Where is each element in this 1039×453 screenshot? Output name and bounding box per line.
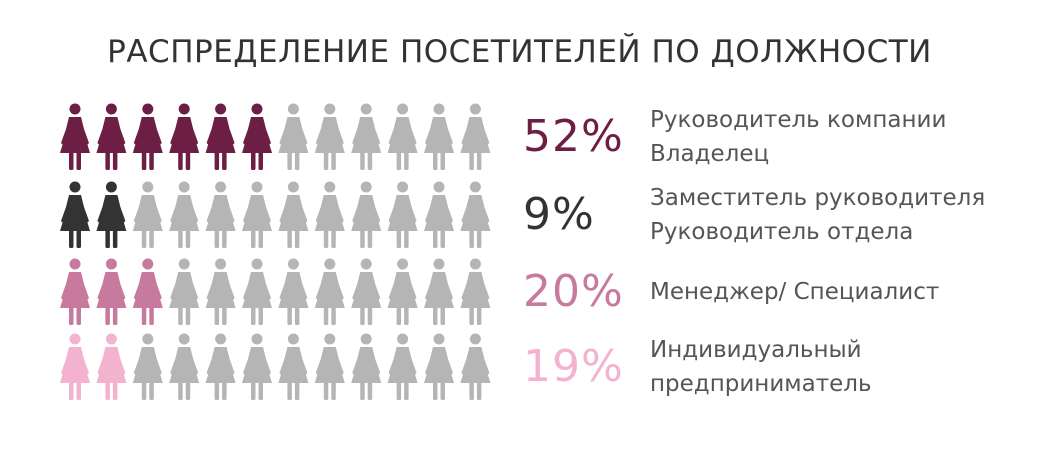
female-person-icon: [314, 103, 345, 170]
female-person-icon: [351, 103, 382, 170]
female-person-icon-highlighted: [96, 258, 127, 325]
female-person-icon: [278, 333, 309, 400]
female-person-icon: [169, 258, 200, 325]
icon-row: [60, 258, 491, 325]
female-person-icon-highlighted: [169, 103, 200, 170]
category-label-line: Индивидуальный: [650, 337, 862, 363]
female-person-icon: [351, 181, 382, 248]
female-person-icon-highlighted: [242, 103, 272, 170]
female-person-icon-highlighted: [60, 258, 90, 325]
female-person-icon: [278, 103, 309, 170]
female-person-icon: [460, 333, 491, 400]
female-person-icon-highlighted: [60, 333, 90, 400]
icon-row: [60, 181, 491, 248]
percent-label: 52%: [523, 111, 624, 162]
chart-title: РАСПРЕДЕЛЕНИЕ ПОСЕТИТЕЛЕЙ ПО ДОЛЖНОСТИ: [107, 34, 932, 70]
female-person-icon-highlighted: [60, 181, 90, 248]
female-person-icon: [460, 258, 491, 325]
category-label: Индивидуальный предприниматель: [650, 332, 1030, 402]
percent-label: 20%: [523, 266, 624, 317]
female-person-icon: [278, 258, 309, 325]
icon-row: [60, 103, 491, 170]
female-person-icon: [424, 333, 454, 400]
female-person-icon: [387, 103, 418, 170]
female-person-icon-highlighted: [96, 103, 127, 170]
icon-row: [60, 333, 491, 400]
female-person-icon: [205, 258, 236, 325]
female-person-icon-highlighted: [96, 333, 127, 400]
female-person-icon: [169, 333, 200, 400]
chart-row: 19% Индивидуальный предприниматель: [55, 332, 1025, 402]
category-label: Руководитель компании Владелец: [650, 102, 1030, 172]
category-label-line: предприниматель: [650, 371, 872, 397]
female-person-icon: [169, 181, 200, 248]
female-person-icon-highlighted: [132, 258, 163, 325]
female-person-icon: [424, 258, 454, 325]
female-person-icon: [351, 333, 382, 400]
chart-row: 9% Заместитель руководителя Руководитель о…: [55, 180, 1025, 250]
percent-label: 9%: [523, 189, 595, 240]
female-person-icon: [424, 103, 454, 170]
female-person-icon: [205, 181, 236, 248]
category-label-line: Менеджер/ Специалист: [650, 279, 940, 305]
female-person-icon: [424, 181, 454, 248]
percent-label: 19%: [523, 341, 624, 392]
female-person-icon-highlighted: [96, 181, 127, 248]
female-person-icon: [314, 258, 345, 325]
female-person-icon: [242, 258, 272, 325]
category-label: Менеджер/ Специалист: [650, 257, 1030, 327]
female-person-icon: [242, 181, 272, 248]
category-label-line: Руководитель отдела: [650, 219, 914, 245]
female-person-icon: [242, 333, 272, 400]
female-person-icon: [205, 333, 236, 400]
female-person-icon: [460, 103, 491, 170]
category-label-line: Заместитель руководителя: [650, 185, 986, 211]
female-person-icon: [132, 181, 163, 248]
chart-row: 20% Менеджер/ Специалист: [55, 257, 1025, 327]
female-person-icon-highlighted: [132, 103, 163, 170]
female-person-icon: [351, 258, 382, 325]
female-person-icon: [460, 181, 491, 248]
female-person-icon: [387, 181, 418, 248]
female-person-icon: [387, 333, 418, 400]
category-label: Заместитель руководителя Руководитель отд…: [650, 180, 1030, 250]
female-person-icon: [387, 258, 418, 325]
female-person-icon-highlighted: [205, 103, 236, 170]
category-label-line: Владелец: [650, 141, 770, 167]
category-label-line: Руководитель компании: [650, 107, 947, 133]
female-person-icon-highlighted: [60, 103, 90, 170]
female-person-icon: [132, 333, 163, 400]
chart-row: 52% Руководитель компании Владелец: [55, 102, 1025, 172]
female-person-icon: [278, 181, 309, 248]
female-person-icon: [314, 181, 345, 248]
female-person-icon: [314, 333, 345, 400]
